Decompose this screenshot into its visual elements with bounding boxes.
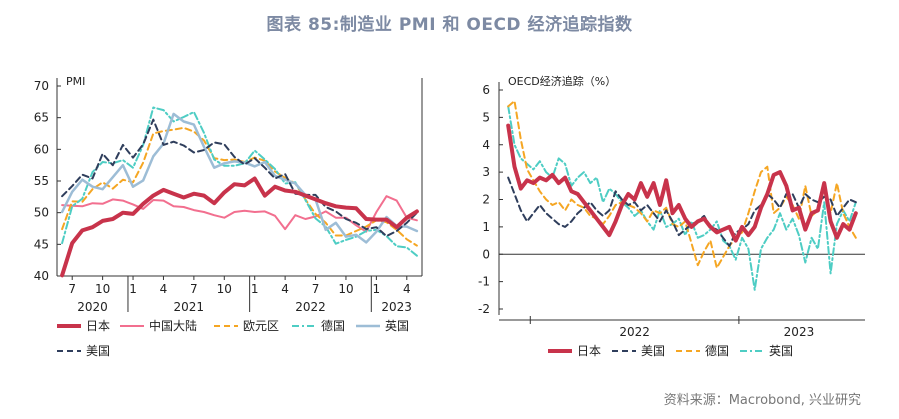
oecd-y-tick-label: 1 (482, 220, 490, 234)
oecd-legend-label: 日本 (577, 344, 601, 358)
oecd-legend-label: 德国 (705, 343, 729, 358)
pmi-legend-label: 欧元区 (243, 319, 279, 333)
pmi-x-tick-label: 4 (281, 282, 289, 296)
pmi-x-tick-label: 4 (160, 282, 168, 296)
oecd-y-tick-label: -1 (478, 275, 490, 289)
pmi-year-label: 2021 (174, 300, 205, 314)
pmi-y-tick-label: 65 (34, 111, 49, 125)
oecd-series-line (506, 123, 858, 243)
oecd-series-line (507, 100, 857, 269)
pmi-legend-label: 德国 (321, 318, 345, 333)
pmi-x-tick-label: 7 (68, 282, 76, 296)
pmi-y-tick-label: 50 (34, 206, 49, 220)
pmi-x-tick-label: 1 (251, 282, 259, 296)
oecd-year-label: 2022 (619, 325, 650, 339)
pmi-x-tick-label: 10 (95, 282, 110, 296)
oecd-y-tick-label: 6 (482, 83, 490, 97)
pmi-x-tick-label: 10 (217, 282, 232, 296)
oecd-legend-label: 英国 (769, 344, 793, 358)
oecd-y-tick-label: 4 (482, 138, 490, 152)
pmi-x-tick-label: 7 (312, 282, 320, 296)
oecd-legend-label: 美国 (641, 344, 665, 358)
pmi-y-axis-label: PMI (66, 75, 85, 88)
pmi-year-label: 2022 (295, 300, 326, 314)
oecd-y-tick-label: 0 (482, 247, 490, 261)
oecd-series-line (507, 176, 857, 247)
pmi-x-tick-label: 1 (373, 282, 381, 296)
oecd-y-tick-label: 3 (482, 165, 490, 179)
pmi-x-tick-label: 7 (190, 282, 198, 296)
pmi-legend-label: 美国 (86, 344, 110, 358)
pmi-series-line (60, 176, 419, 278)
pmi-legend-label: 中国大陆 (149, 318, 197, 333)
pmi-x-tick-label: 10 (338, 282, 353, 296)
source-note: 资料来源：Macrobond, 兴业研究 (663, 393, 861, 408)
pmi-legend-label: 日本 (86, 319, 110, 333)
pmi-year-label: 2023 (381, 300, 412, 314)
pmi-y-tick-label: 60 (34, 142, 49, 156)
chart-title: 图表 85:制造业 PMI 和 OECD 经济追踪指数 (266, 15, 633, 35)
oecd-y-tick-label: 5 (482, 110, 490, 124)
pmi-chart: 40 45 50 55 60 65 70 PMI 7 10 1 4 7 10 1 4 7 10 1 4 2020 2021… (34, 75, 423, 358)
pmi-y-tick-label: 40 (34, 269, 49, 283)
pmi-series-line (61, 195, 418, 233)
pmi-y-tick-label: 70 (34, 79, 49, 93)
pmi-series-line (61, 106, 418, 257)
pmi-legend-label: 英国 (385, 319, 409, 333)
pmi-series-line (60, 112, 419, 244)
oecd-year-label: 2023 (784, 325, 815, 339)
pmi-x-tick-label: 1 (129, 282, 137, 296)
pmi-y-tick-label: 45 (34, 237, 49, 251)
pmi-y-tick-label: 55 (34, 174, 49, 188)
oecd-y-tick-label: 2 (482, 193, 490, 207)
pmi-series-line (61, 118, 418, 238)
oecd-series-line (507, 105, 857, 291)
oecd-y-axis-label: OECD经济追踪（%） (508, 74, 616, 88)
pmi-series-line (61, 126, 418, 247)
pmi-x-tick-label: 4 (403, 282, 411, 296)
oecd-y-tick-label: -2 (478, 302, 490, 316)
pmi-year-label: 2020 (77, 300, 108, 314)
oecd-tracker-chart: -2 -1 0 1 2 3 4 5 6 OECD经济追踪（%） 2022 2023 日本 美国 德国 英国 (478, 74, 865, 358)
